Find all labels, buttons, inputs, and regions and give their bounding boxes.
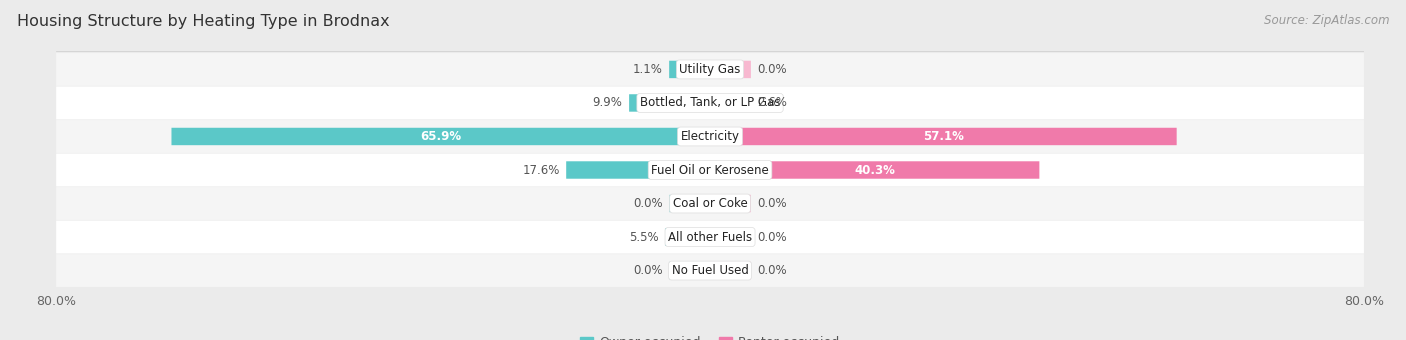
Text: 0.0%: 0.0% — [633, 197, 662, 210]
FancyBboxPatch shape — [710, 161, 1039, 179]
Text: All other Fuels: All other Fuels — [668, 231, 752, 243]
Text: Coal or Coke: Coal or Coke — [672, 197, 748, 210]
Text: Fuel Oil or Kerosene: Fuel Oil or Kerosene — [651, 164, 769, 176]
Text: Source: ZipAtlas.com: Source: ZipAtlas.com — [1264, 14, 1389, 27]
Legend: Owner-occupied, Renter-occupied: Owner-occupied, Renter-occupied — [575, 331, 845, 340]
FancyBboxPatch shape — [669, 61, 710, 78]
Text: 0.0%: 0.0% — [633, 264, 662, 277]
FancyBboxPatch shape — [710, 228, 751, 246]
FancyBboxPatch shape — [56, 120, 1364, 153]
Text: Bottled, Tank, or LP Gas: Bottled, Tank, or LP Gas — [640, 97, 780, 109]
FancyBboxPatch shape — [567, 161, 710, 179]
Text: 0.0%: 0.0% — [758, 197, 787, 210]
FancyBboxPatch shape — [710, 61, 751, 78]
Text: 2.6%: 2.6% — [758, 97, 787, 109]
Text: 0.0%: 0.0% — [758, 63, 787, 76]
FancyBboxPatch shape — [56, 187, 1364, 220]
FancyBboxPatch shape — [628, 94, 710, 112]
FancyBboxPatch shape — [56, 254, 1364, 287]
Text: 40.3%: 40.3% — [855, 164, 896, 176]
Text: 9.9%: 9.9% — [593, 97, 623, 109]
Text: 57.1%: 57.1% — [922, 130, 963, 143]
Text: 0.0%: 0.0% — [758, 231, 787, 243]
Text: 0.0%: 0.0% — [758, 264, 787, 277]
Text: 5.5%: 5.5% — [628, 231, 658, 243]
Text: 17.6%: 17.6% — [522, 164, 560, 176]
Text: Utility Gas: Utility Gas — [679, 63, 741, 76]
Text: Housing Structure by Heating Type in Brodnax: Housing Structure by Heating Type in Bro… — [17, 14, 389, 29]
FancyBboxPatch shape — [710, 195, 751, 212]
FancyBboxPatch shape — [669, 262, 710, 279]
FancyBboxPatch shape — [710, 262, 751, 279]
FancyBboxPatch shape — [172, 128, 710, 145]
Text: 65.9%: 65.9% — [420, 130, 461, 143]
FancyBboxPatch shape — [56, 53, 1364, 86]
FancyBboxPatch shape — [710, 128, 1177, 145]
Text: 1.1%: 1.1% — [633, 63, 662, 76]
FancyBboxPatch shape — [665, 228, 710, 246]
FancyBboxPatch shape — [56, 221, 1364, 253]
FancyBboxPatch shape — [56, 87, 1364, 119]
FancyBboxPatch shape — [56, 154, 1364, 186]
Text: No Fuel Used: No Fuel Used — [672, 264, 748, 277]
FancyBboxPatch shape — [710, 94, 751, 112]
FancyBboxPatch shape — [669, 195, 710, 212]
Text: Electricity: Electricity — [681, 130, 740, 143]
